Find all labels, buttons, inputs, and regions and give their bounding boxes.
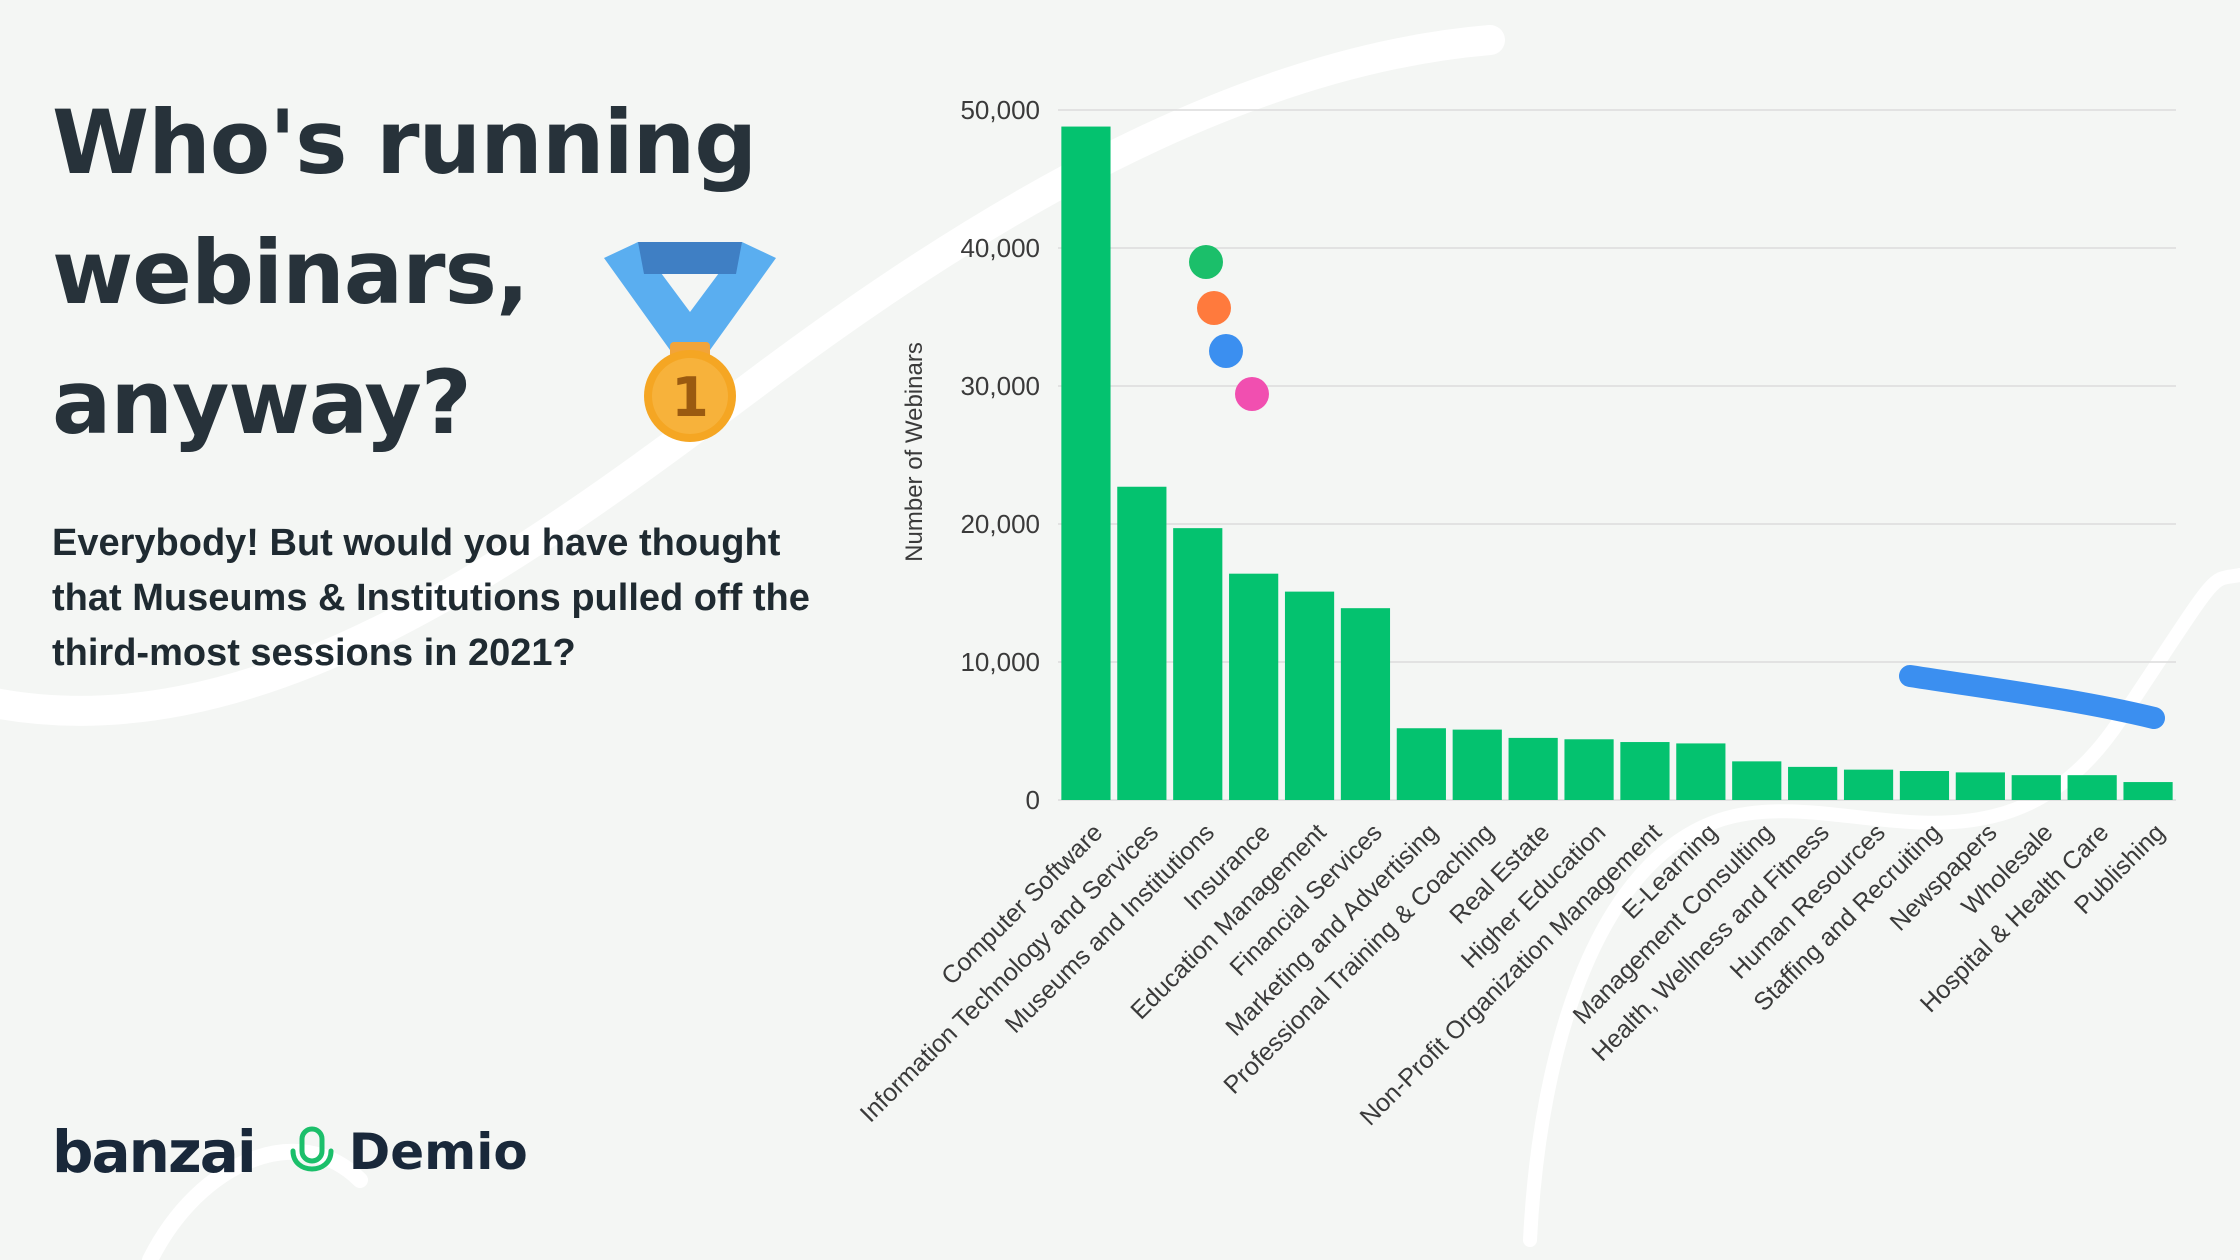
subtext: Everybody! But would you have thought th… xyxy=(52,522,810,674)
bar xyxy=(1899,771,1950,800)
y-tick-label: 20,000 xyxy=(960,509,1040,539)
bar xyxy=(1229,573,1279,800)
decorative-dots xyxy=(1189,245,1269,411)
banzai-logo: banzai xyxy=(52,1118,257,1186)
demio-mic-icon xyxy=(290,1126,334,1172)
y-tick-label: 0 xyxy=(1026,785,1040,815)
headline-line-1: Who's running xyxy=(52,91,757,194)
demio-logo-text: Demio xyxy=(348,1123,528,1181)
headline-line-2: webinars, xyxy=(52,221,529,324)
green-dot-decoration xyxy=(1189,245,1223,279)
demio-logo: Demio xyxy=(287,1123,528,1181)
x-tick-label: Information Technology and Services xyxy=(855,818,1164,1127)
bar xyxy=(2067,775,2117,800)
blue-brush-stroke-decoration xyxy=(1899,665,2165,729)
bar xyxy=(1452,729,1502,800)
bar xyxy=(1284,591,1335,800)
headline: Who's running webinars, anyway? xyxy=(52,78,757,468)
blue-dot-decoration xyxy=(1209,334,1243,368)
bar xyxy=(1396,728,1446,800)
y-tick-label: 30,000 xyxy=(960,371,1040,401)
bar xyxy=(2011,775,2061,800)
first-place-medal-icon: 1 xyxy=(604,242,776,442)
brand-logos: banzai Demio xyxy=(52,1118,528,1186)
y-axis-label: Number of Webinars xyxy=(901,342,928,562)
bar xyxy=(1955,772,2005,800)
bar xyxy=(1676,743,1726,800)
bar xyxy=(1620,742,1670,800)
y-axis-ticks: 0 10,000 20,000 30,000 40,000 50,000 xyxy=(960,95,1040,815)
bar xyxy=(1117,486,1167,800)
y-tick-label: 10,000 xyxy=(960,647,1040,677)
bar xyxy=(1508,737,1558,800)
y-tick-label: 50,000 xyxy=(960,95,1040,125)
bar xyxy=(1173,528,1223,800)
headline-line-3: anyway? xyxy=(52,351,472,454)
bar xyxy=(1843,769,1894,800)
svg-text:1: 1 xyxy=(671,366,709,429)
pink-dot-decoration xyxy=(1235,377,1269,411)
y-tick-label: 40,000 xyxy=(960,233,1040,263)
orange-dot-decoration xyxy=(1197,291,1231,325)
bar xyxy=(1564,739,1614,800)
chart-bars xyxy=(1061,126,2173,800)
bar xyxy=(1732,761,1782,800)
bar xyxy=(1340,608,1391,800)
bar xyxy=(2123,782,2173,800)
bar xyxy=(1788,766,1838,800)
bar xyxy=(1061,126,1111,800)
